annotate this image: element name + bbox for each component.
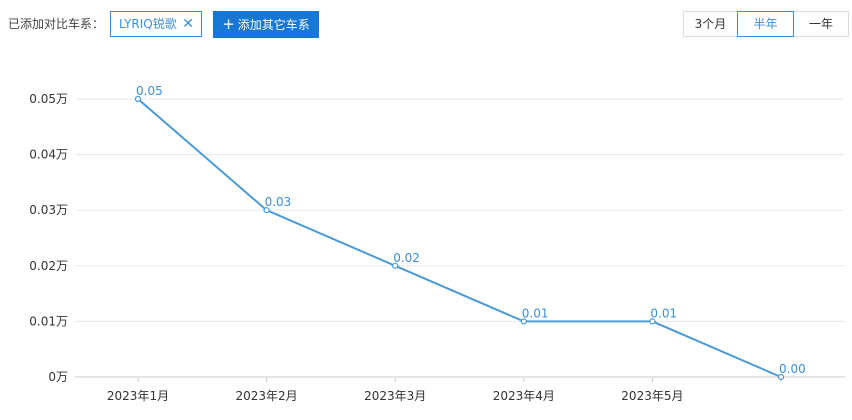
data-label: 0.05 — [136, 84, 163, 98]
plus-icon: + — [222, 15, 235, 33]
y-tick-label: 0万 — [48, 370, 68, 384]
series-lyriq: 0.05 0.03 0.02 0.01 0.01 0.00 — [134, 84, 806, 381]
gridlines — [75, 98, 845, 322]
data-point[interactable] — [263, 207, 270, 214]
data-point[interactable] — [777, 373, 785, 381]
data-label: 0.01 — [522, 306, 549, 320]
x-tick-label: 2023年2月 — [236, 389, 298, 403]
x-tick-label: 2023年1月 — [107, 389, 169, 403]
x-tick-label: 2023年4月 — [493, 389, 555, 403]
series-tag-label: LYRIQ锐歌 — [119, 17, 177, 31]
y-axis: 0万 0.01万 0.02万 0.03万 0.04万 0.05万 — [29, 92, 68, 384]
time-range-group: 3个月 半年 一年 — [683, 11, 849, 37]
range-half-year-button[interactable]: 半年 — [737, 11, 794, 37]
range-3-months-button[interactable]: 3个月 — [683, 11, 738, 37]
compare-label: 已添加对比车系： — [8, 17, 105, 31]
data-point[interactable] — [649, 318, 656, 325]
y-tick-label: 0.03万 — [29, 203, 68, 217]
series-tag-lyriq[interactable]: LYRIQ锐歌 ✕ — [110, 11, 202, 37]
add-series-button[interactable]: + 添加其它车系 — [213, 11, 319, 38]
y-tick-label: 0.02万 — [29, 259, 68, 273]
x-tick-label: 2023年5月 — [621, 389, 683, 403]
y-tick-label: 0.04万 — [29, 148, 68, 162]
data-point[interactable] — [520, 318, 527, 325]
data-label: 0.02 — [393, 251, 420, 265]
data-label: 0.00 — [779, 362, 806, 376]
close-icon[interactable]: ✕ — [182, 16, 194, 32]
data-point[interactable] — [134, 95, 142, 103]
y-tick-label: 0.05万 — [29, 92, 68, 106]
x-tick-label: 2023年3月 — [364, 389, 426, 403]
data-label: 0.03 — [265, 195, 292, 209]
data-label: 0.01 — [650, 306, 677, 320]
y-tick-label: 0.01万 — [29, 314, 68, 328]
x-axis: 2023年1月 2023年2月 2023年3月 2023年4月 2023年5月 — [75, 376, 845, 403]
add-series-label: 添加其它车系 — [237, 18, 310, 32]
data-point[interactable] — [392, 262, 399, 269]
toolbar: 已添加对比车系： LYRIQ锐歌 ✕ + 添加其它车系 3个月 半年 一年 — [0, 0, 852, 50]
series-line — [137, 98, 782, 378]
